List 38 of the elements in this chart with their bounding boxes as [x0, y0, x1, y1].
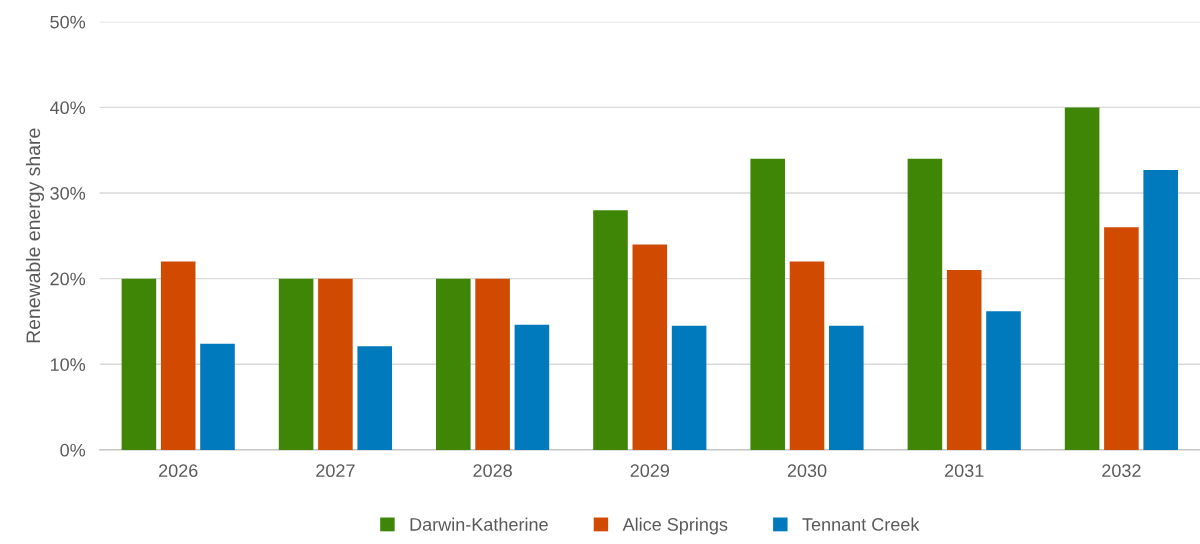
bar	[1143, 169, 1178, 450]
bar	[593, 210, 628, 450]
bar	[986, 311, 1021, 450]
bar	[357, 346, 392, 450]
legend-label: Tennant Creek	[802, 517, 920, 531]
bar	[121, 278, 157, 450]
y-tick-label: 30%	[50, 186, 86, 200]
bar	[514, 324, 550, 450]
x-tick-label: 2029	[630, 464, 670, 478]
bar	[1104, 227, 1139, 450]
bar	[1064, 107, 1100, 450]
x-tick-label: 2032	[1102, 464, 1141, 478]
bar	[160, 261, 196, 450]
x-tick-label: 2031	[945, 464, 984, 478]
y-tick-label: 50%	[50, 15, 86, 29]
bar	[200, 343, 235, 450]
bar	[318, 278, 353, 450]
y-axis-title: Renewable energy share	[25, 128, 45, 343]
bar	[829, 325, 864, 450]
legend-label: Alice Springs	[622, 517, 728, 535]
bar	[436, 278, 471, 450]
bar	[907, 158, 943, 450]
x-tick-label: 2026	[159, 464, 198, 478]
bar	[671, 325, 707, 450]
y-tick-label: 10%	[50, 358, 86, 371]
bar	[632, 244, 668, 450]
x-tick-label: 2027	[316, 464, 355, 478]
bar	[946, 270, 982, 450]
x-tick-label: 2028	[473, 464, 512, 478]
y-tick-label: 0%	[60, 443, 86, 457]
y-tick-label: 20%	[50, 272, 86, 286]
x-tick-label: 2030	[787, 464, 827, 478]
legend-label: Darwin-Katherine	[410, 517, 548, 531]
bar	[475, 278, 510, 450]
bar	[789, 261, 825, 450]
bar	[278, 278, 314, 450]
bar	[750, 158, 785, 450]
y-tick-label: 40%	[49, 101, 86, 115]
